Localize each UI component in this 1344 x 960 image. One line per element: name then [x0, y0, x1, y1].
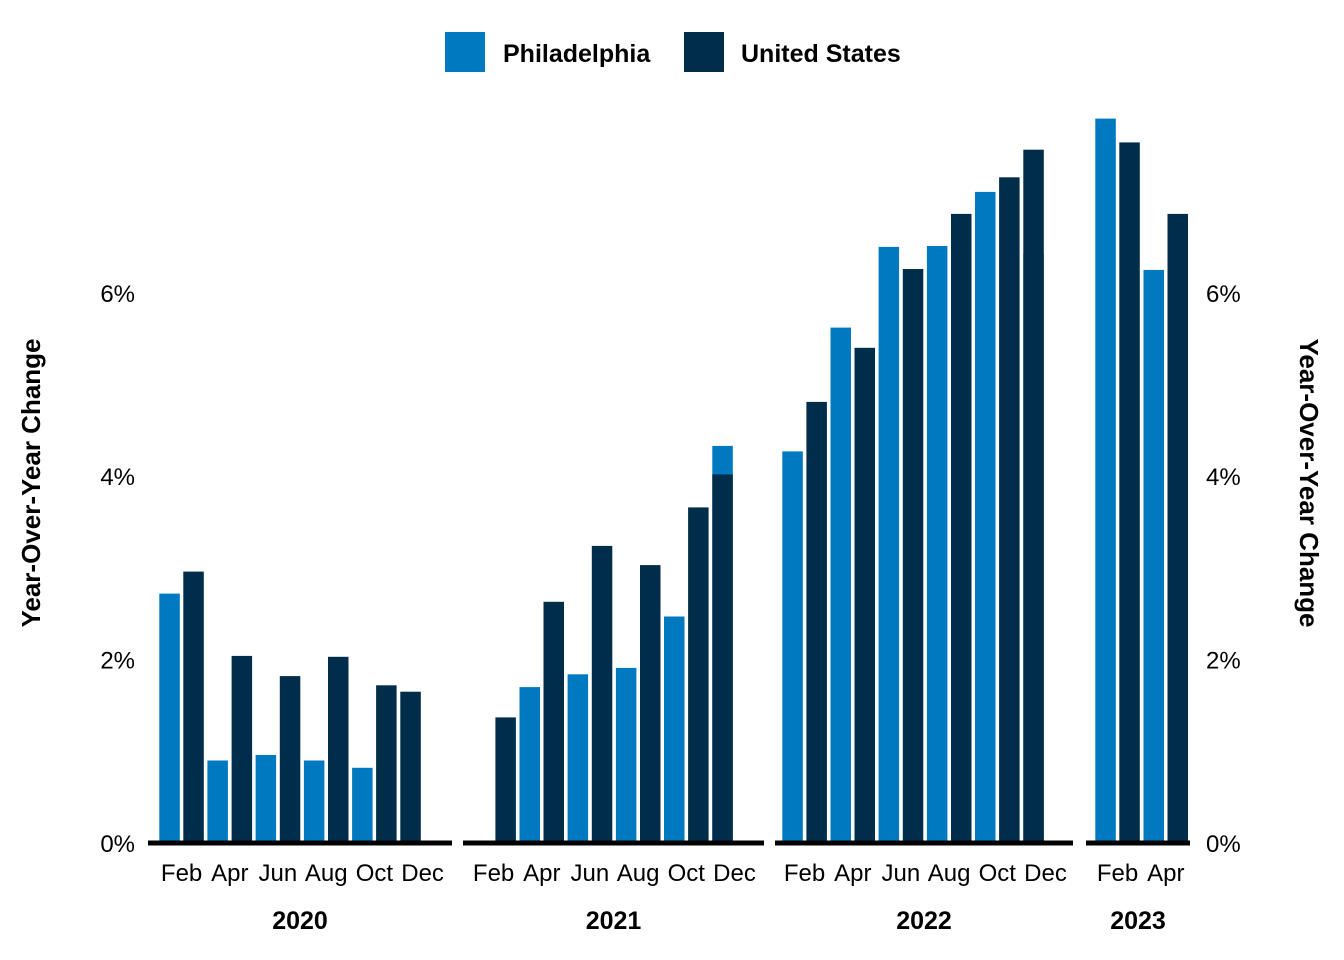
month-label: Oct [356, 860, 394, 887]
month-label: Feb [473, 860, 514, 887]
month-label: Oct [979, 860, 1017, 887]
bar-philadelphia-2021-aug [615, 667, 637, 843]
y-tick-left-label: 4% [100, 464, 135, 491]
month-label: Apr [1147, 860, 1184, 887]
y-tick-right-label: 4% [1206, 464, 1241, 491]
legend: Philadelphia United States [445, 32, 901, 72]
year-label-2023: 2023 [1110, 907, 1166, 935]
legend-swatch-united-states [684, 32, 724, 72]
bar-philadelphia-2023-feb [1095, 118, 1116, 844]
bar-united-states-2021-mar [495, 717, 516, 843]
month-label: Aug [617, 860, 660, 887]
bar-philadelphia-2023-apr [1143, 269, 1164, 843]
bar-united-states-2022-mar [806, 401, 827, 843]
bar-philadelphia-2022-oct [975, 191, 996, 843]
bar-philadelphia-2021-oct [664, 616, 685, 843]
bar-philadelphia-2020-oct [352, 767, 373, 843]
year-group-2021: Feb Apr Jun Aug Oct Dec 2021 [463, 445, 764, 935]
month-label: Apr [834, 860, 871, 887]
bar-philadelphia-2020-jun [255, 755, 277, 843]
bar-united-states-2021-sep [640, 565, 661, 843]
bar-united-states-2022-dec [1023, 149, 1044, 843]
year-label-2021: 2021 [586, 907, 642, 935]
bar-philadelphia-2022-aug [926, 246, 948, 843]
month-label: Jun [571, 860, 610, 887]
legend-label-united-states: United States [741, 40, 901, 68]
bar-united-states-2020-dec [400, 691, 421, 843]
year-label-2020: 2020 [272, 907, 328, 935]
bar-united-states-2021-jul [591, 545, 613, 843]
bar-united-states-2022-sep [951, 213, 972, 843]
y-tick-right-label: 6% [1206, 281, 1241, 308]
bar-united-states-2023-mar [1119, 142, 1140, 843]
bar-united-states-2020-jul [279, 676, 301, 843]
bar-philadelphia-2020-aug [303, 760, 325, 843]
bar-united-states-2020-may [231, 655, 253, 843]
legend-swatch-philadelphia [445, 32, 485, 72]
plot-area: Feb Apr Jun Aug Oct Dec 2020 Feb Apr Jun Aug Oct Dec… [148, 118, 1190, 935]
month-label: Feb [1097, 860, 1138, 887]
bar-united-states-2022-jul [902, 269, 924, 843]
month-label: Oct [668, 860, 706, 887]
month-label: Dec [713, 860, 756, 887]
y-axis-title-left: Year-Over-Year Change [16, 338, 46, 627]
month-label: Dec [1024, 860, 1067, 887]
bar-united-states-2023-may [1167, 213, 1188, 843]
year-group-2023: Feb Apr 2023 [1086, 118, 1190, 935]
bar-philadelphia-2020-feb [159, 593, 180, 843]
bar-united-states-2020-nov [376, 685, 397, 843]
y-tick-left-label: 6% [100, 281, 135, 308]
y-ticks-right: 0% 2% 4% 6% [1206, 281, 1241, 858]
year-group-2020: Feb Apr Jun Aug Oct Dec 2020 [148, 571, 452, 935]
bar-philadelphia-2022-jun [878, 246, 900, 843]
bar-philadelphia-2021-jun [567, 674, 589, 843]
bar-philadelphia-2022-apr [830, 327, 851, 844]
bar-philadelphia-2021-apr [519, 687, 540, 843]
month-label: Feb [784, 860, 825, 887]
month-label: Apr [523, 860, 560, 887]
month-label: Dec [401, 860, 444, 887]
bar-united-states-2022-nov [999, 177, 1020, 844]
bar-united-states-2020-sep [328, 656, 349, 843]
month-label: Feb [161, 860, 202, 887]
month-label: Aug [305, 860, 348, 887]
bar-united-states-2021-dec [712, 474, 733, 843]
bar-united-states-2020-mar [183, 571, 204, 843]
month-label: Aug [928, 860, 971, 887]
legend-label-philadelphia: Philadelphia [503, 40, 651, 68]
year-group-2022: Feb Apr Jun Aug Oct Dec 2022 [775, 149, 1073, 935]
y-tick-left-label: 0% [100, 831, 135, 858]
month-label: Apr [211, 860, 248, 887]
bar-philadelphia-2022-feb [782, 451, 803, 843]
bar-united-states-2021-may [543, 601, 564, 843]
y-tick-left-label: 2% [100, 648, 135, 675]
bar-united-states-2022-may [854, 347, 875, 843]
bar-philadelphia-2020-apr [207, 760, 228, 843]
bar-united-states-2021-nov [688, 507, 709, 843]
y-ticks-left: 0% 2% 4% 6% [100, 281, 135, 858]
month-label: Jun [882, 860, 921, 887]
year-label-2022: 2022 [896, 907, 952, 935]
y-axis-title-right: Year-Over-Year Change [1294, 338, 1324, 627]
y-tick-right-label: 2% [1206, 648, 1241, 675]
month-label: Jun [259, 860, 298, 887]
y-tick-right-label: 0% [1206, 831, 1241, 858]
